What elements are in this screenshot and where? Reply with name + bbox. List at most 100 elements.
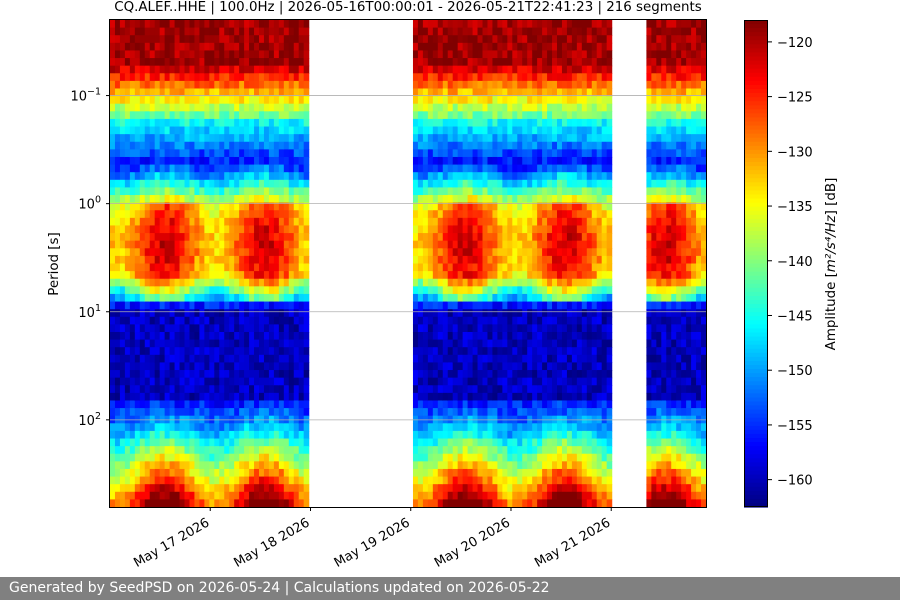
heatmap-cell: [169, 446, 176, 455]
heatmap-cell: [497, 96, 503, 105]
heatmap-cell: [586, 202, 593, 211]
heatmap-cell: [596, 118, 603, 128]
heatmap-cell: [214, 103, 220, 112]
heatmap-cell: [576, 385, 583, 394]
heatmap-cell: [219, 42, 225, 52]
heatmap-cell: [288, 195, 295, 204]
heatmap-cell: [224, 278, 230, 287]
heatmap-cell: [477, 468, 484, 478]
heatmap-cell: [412, 149, 419, 158]
heatmap-cell: [442, 96, 449, 105]
heatmap-cell: [447, 233, 454, 242]
heatmap-cell: [432, 187, 439, 196]
heatmap-cell: [199, 96, 205, 105]
heatmap-cell: [219, 362, 225, 371]
heatmap-cell: [219, 484, 225, 493]
heatmap-cell: [139, 141, 146, 150]
heatmap-cell: [114, 255, 121, 265]
heatmap-cell: [472, 210, 479, 219]
heatmap-cell: [547, 50, 553, 59]
heatmap-cell: [204, 156, 210, 166]
heatmap-cell: [467, 400, 474, 409]
heatmap-cell: [447, 149, 454, 158]
heatmap-cell: [189, 118, 196, 128]
heatmap-cell: [472, 217, 479, 227]
heatmap-cell: [234, 446, 240, 455]
heatmap-cell: [487, 126, 494, 135]
heatmap-cell: [586, 111, 593, 120]
heatmap-cell: [576, 149, 583, 158]
heatmap-cell: [502, 111, 508, 120]
heatmap-cell: [144, 339, 151, 348]
heatmap-cell: [462, 293, 469, 303]
heatmap-cell: [224, 316, 230, 325]
heatmap-cell: [492, 278, 498, 287]
heatmap-cell: [417, 271, 424, 280]
heatmap-cell: [149, 27, 156, 36]
heatmap-cell: [259, 50, 265, 59]
heatmap-cell: [273, 339, 280, 348]
heatmap-cell: [249, 430, 255, 440]
heatmap-cell: [452, 27, 459, 36]
heatmap-cell: [472, 179, 479, 189]
heatmap-cell: [452, 301, 459, 310]
heatmap-cell: [542, 50, 548, 59]
heatmap-cell: [571, 484, 578, 493]
heatmap-cell: [114, 499, 121, 508]
heatmap-cell: [174, 80, 181, 90]
heatmap-cell: [487, 248, 494, 257]
heatmap-cell: [412, 271, 419, 280]
heatmap-cell: [581, 80, 588, 90]
heatmap-cell: [189, 149, 196, 158]
heatmap-cell: [224, 438, 230, 447]
heatmap-cell: [502, 453, 508, 462]
heatmap-cell: [278, 286, 285, 295]
heatmap-cell: [442, 370, 449, 379]
heatmap-cell: [542, 134, 548, 143]
heatmap-cell: [447, 309, 454, 318]
heatmap-cell: [229, 187, 235, 196]
heatmap-cell: [189, 233, 196, 242]
heatmap-cell: [482, 73, 489, 82]
heatmap-cell: [477, 453, 484, 462]
heatmap-cell: [462, 370, 469, 379]
heatmap-cell: [457, 20, 464, 29]
heatmap-cell: [124, 278, 131, 287]
spectrogram-heatmap: [110, 20, 707, 508]
heatmap-cell: [179, 370, 186, 379]
heatmap-cell: [169, 293, 176, 303]
heatmap-cell: [239, 400, 245, 409]
heatmap-cell: [219, 271, 225, 280]
heatmap-cell: [268, 96, 275, 105]
heatmap-cell: [278, 423, 285, 432]
heatmap-cell: [537, 103, 543, 112]
heatmap-cell: [144, 278, 151, 287]
heatmap-cell: [244, 156, 250, 166]
heatmap-cell: [119, 126, 126, 135]
heatmap-cell: [149, 172, 156, 181]
heatmap-cell: [179, 461, 186, 470]
heatmap-cell: [571, 35, 578, 44]
heatmap-cell: [259, 58, 265, 67]
heatmap-cell: [537, 134, 543, 143]
heatmap-cell: [596, 377, 603, 386]
heatmap-cell: [591, 362, 598, 371]
heatmap-cell: [278, 255, 285, 265]
heatmap-cell: [293, 80, 300, 90]
heatmap-cell: [477, 286, 484, 295]
heatmap-cell: [224, 255, 230, 265]
heatmap-cell: [571, 461, 578, 470]
heatmap-cell: [522, 408, 528, 417]
heatmap-cell: [229, 35, 235, 44]
heatmap-cell: [154, 476, 161, 485]
heatmap-cell: [542, 309, 548, 318]
heatmap-cell: [517, 293, 523, 303]
heatmap-cell: [139, 385, 146, 394]
heatmap-cell: [259, 88, 265, 97]
heatmap-cell: [189, 430, 196, 440]
heatmap-cell: [442, 347, 449, 356]
heatmap-cell: [507, 385, 513, 394]
heatmap-cell: [288, 476, 295, 485]
heatmap-cell: [114, 141, 121, 150]
heatmap-cell: [288, 271, 295, 280]
